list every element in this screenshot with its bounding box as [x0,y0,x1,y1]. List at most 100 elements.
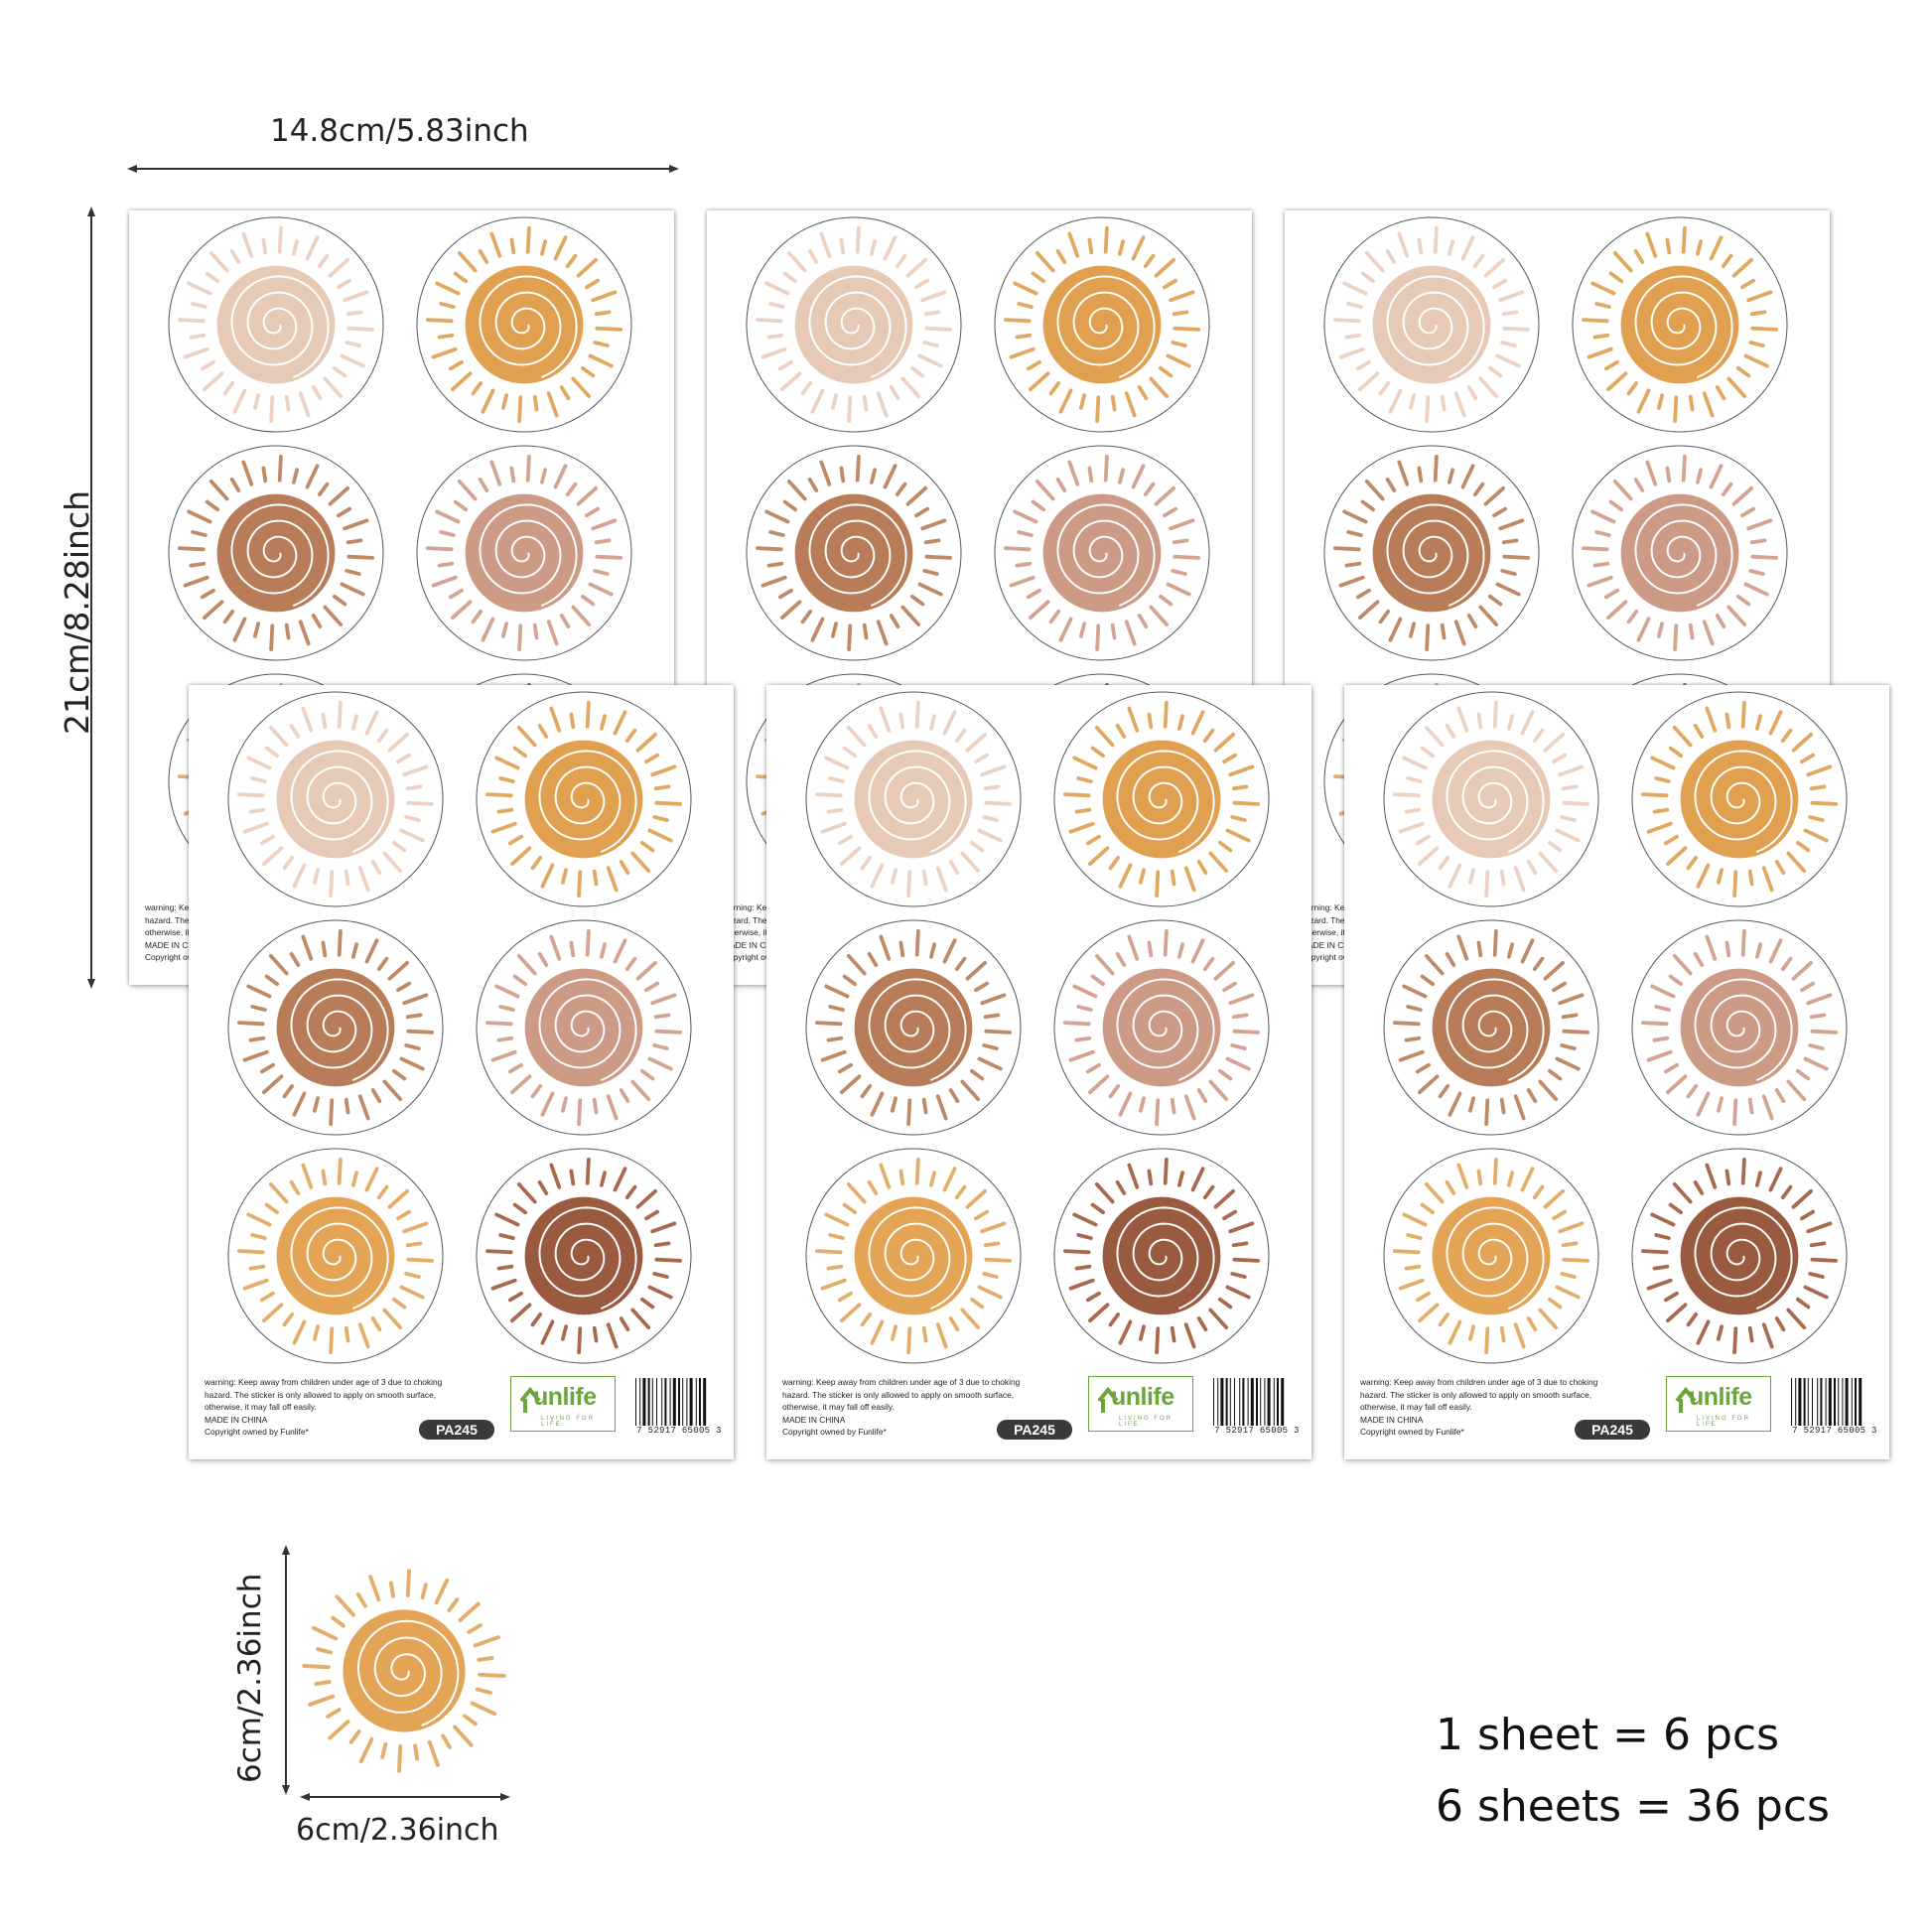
sun-disc [1102,1196,1221,1315]
brand-logo: unlife LIVING FOR LIFE [1666,1376,1771,1432]
sun-disc [465,493,584,613]
warning-line: MADE IN CHINA [1360,1414,1424,1425]
sheet-stickers [227,691,692,1364]
brand-logo: unlife LIVING FOR LIFE [1088,1376,1193,1432]
sun-sticker [805,691,1022,907]
sun-rays [1641,929,1838,1126]
sun-sticker [746,445,962,661]
sun-spiral [1386,275,1485,378]
house-icon [519,1387,541,1413]
sticker-sheet: warning: Keep away from children under a… [1344,685,1889,1459]
sun-sticker [227,691,444,907]
sun-sticker [1383,1148,1599,1364]
sticker-width-label: 6cm/2.36inch [296,1813,499,1848]
sun-spiral [1386,503,1485,607]
warning-text: warning: Keep away from children under a… [782,1376,1070,1439]
sun-sticker [416,216,632,433]
sun-disc [1432,968,1551,1087]
sun-spiral [290,750,389,853]
sun-rays [426,455,622,651]
sun-spiral [1116,750,1215,853]
sun-disc [524,740,643,859]
sun-disc [276,968,395,1087]
sun-sticker [1631,1148,1848,1364]
sun-disc [1620,265,1739,384]
warning-line: MADE IN CHINA [145,939,208,950]
sun-disc [1042,265,1162,384]
sun-sticker [1323,216,1540,433]
warning-line: otherwise, it may fall off easily. [782,1402,895,1412]
warning-line: MADE IN CHINA [723,939,786,950]
sun-rays [1333,455,1530,651]
sun-rays [426,226,622,423]
house-icon [1097,1387,1119,1413]
sun-disc [1680,740,1799,859]
sun-spiral [808,275,907,378]
sun-spiral [868,750,967,853]
sun-spiral [538,750,637,853]
sun-sticker [805,919,1022,1136]
sheet-height-label: 21cm/8.28inch [58,489,96,735]
sun-disc [343,1609,466,1732]
sun-spiral [538,978,637,1081]
sun-disc [1042,493,1162,613]
sticker-sheet: warning: Keep away from children under a… [766,685,1311,1459]
sun-sticker [1383,691,1599,907]
brand-tagline: LIVING FOR LIFE [1697,1416,1751,1428]
sun-rays [1582,226,1778,423]
sun-sticker [1631,691,1848,907]
barcode-number: 7 52917 65005 3 [633,1426,725,1436]
warning-line: warning: Keep away from children under a… [1360,1377,1598,1387]
sun-spiral [1446,978,1545,1081]
sun-disc [465,265,584,384]
sun-disc [1372,265,1491,384]
sun-spiral [538,1206,637,1310]
sun-spiral [1634,503,1733,607]
sun-rays [1393,929,1589,1126]
sun-disc [216,493,336,613]
sun-sticker [168,216,384,433]
sun-spiral [479,275,578,378]
warning-text: warning: Keep away from children under a… [1360,1376,1648,1439]
sun-sticker [416,445,632,661]
sun-sticker [1053,1148,1270,1364]
sun-disc [854,740,973,859]
warning-line: warning: Keep away from children under a… [205,1377,443,1387]
sun-disc [1680,968,1799,1087]
sun-spiral [868,978,967,1081]
warning-line: MADE IN CHINA [205,1414,268,1425]
sun-disc [524,1196,643,1315]
sun-sticker [1383,919,1599,1136]
sun-disc [1102,740,1221,859]
sun-disc [794,265,913,384]
sun-spiral [808,503,907,607]
sun-disc [276,740,395,859]
sun-spiral [1634,275,1733,378]
warning-line: MADE IN CHINA [782,1414,846,1425]
sun-rays [1393,1158,1589,1354]
sun-rays [1063,929,1260,1126]
sheet-footer: warning: Keep away from children under a… [782,1376,1304,1442]
summary-per-sheet: 1 sheet = 6 pcs [1436,1710,1780,1760]
product-code-badge: PA245 [1575,1420,1650,1440]
warning-line: otherwise, it may fall off easily. [1360,1402,1472,1412]
sun-sticker [476,691,692,907]
sun-spiral [290,978,389,1081]
sample-sticker [302,1569,506,1773]
sun-disc [1680,1196,1799,1315]
sun-disc [854,1196,973,1315]
barcode-number: 7 52917 65005 3 [1211,1426,1303,1436]
brand-tagline: LIVING FOR LIFE [1119,1416,1173,1428]
brand-name: unlife [533,1383,597,1411]
sun-rays [1333,226,1530,423]
sun-spiral [1116,1206,1215,1310]
warning-line: Copyright owned by Funlife* [782,1427,887,1437]
sun-disc [1372,493,1491,613]
sun-sticker [1631,919,1848,1136]
sun-rays [1582,455,1778,651]
sun-spiral [1694,750,1793,853]
sun-sticker [746,216,962,433]
sun-spiral [1446,750,1545,853]
sticker-width-arrow [300,1793,510,1801]
sheet-height-arrow [87,207,95,989]
